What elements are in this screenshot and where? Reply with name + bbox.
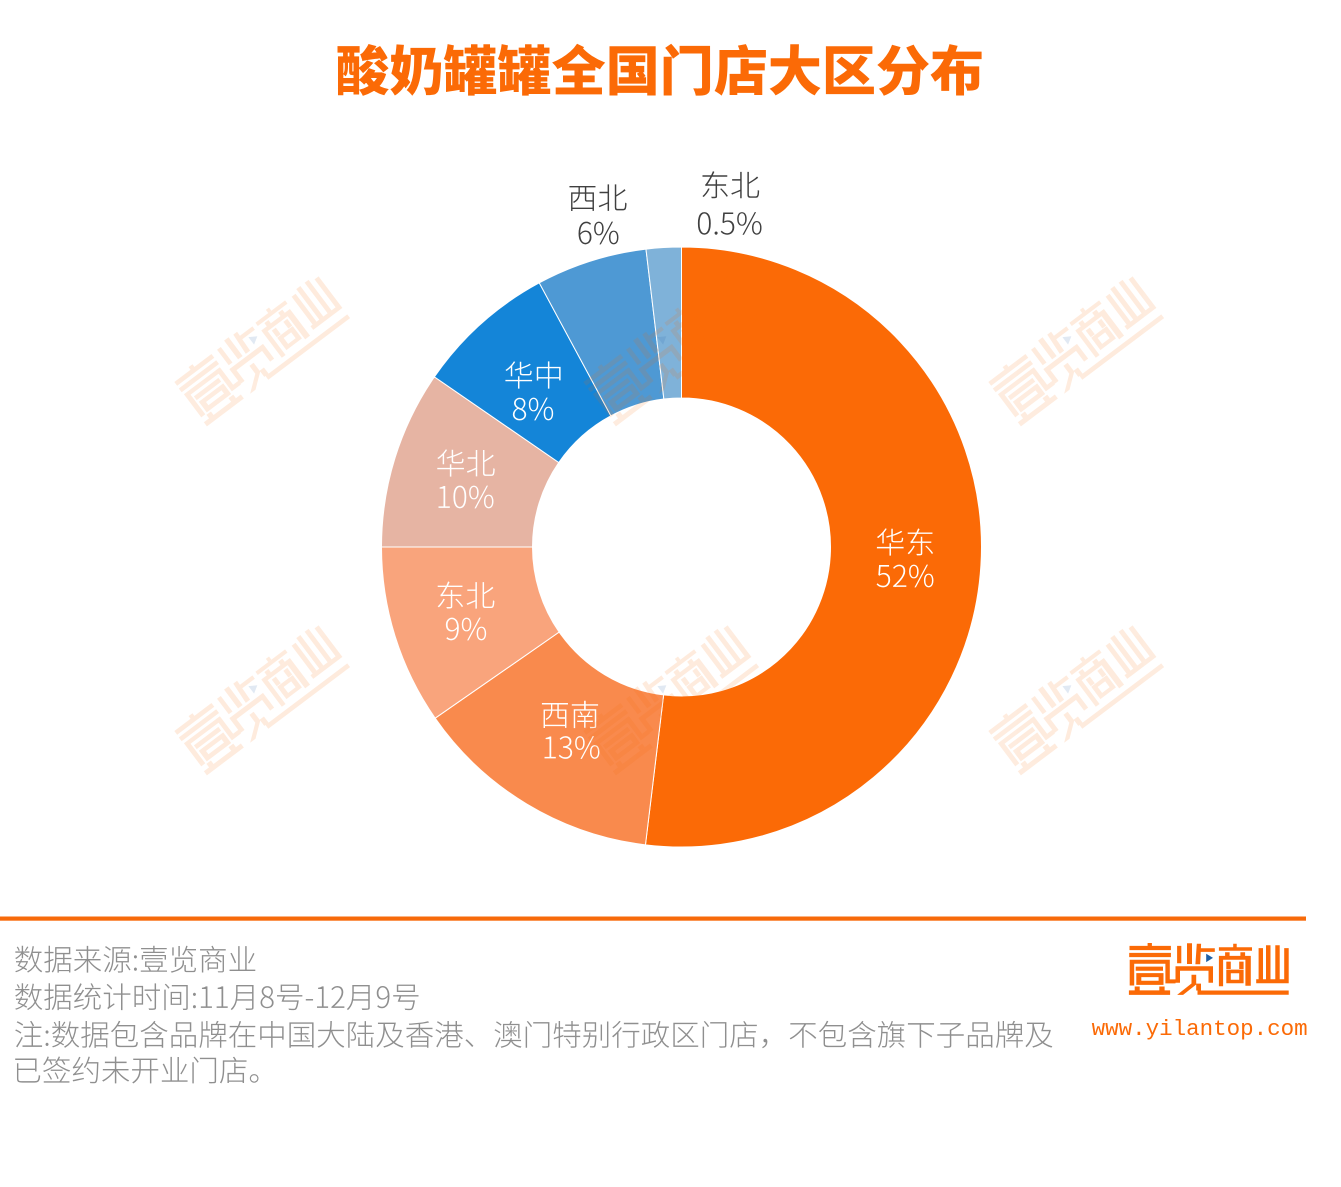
svg-text:www.yilantop.com: www.yilantop.com xyxy=(1092,1016,1308,1042)
